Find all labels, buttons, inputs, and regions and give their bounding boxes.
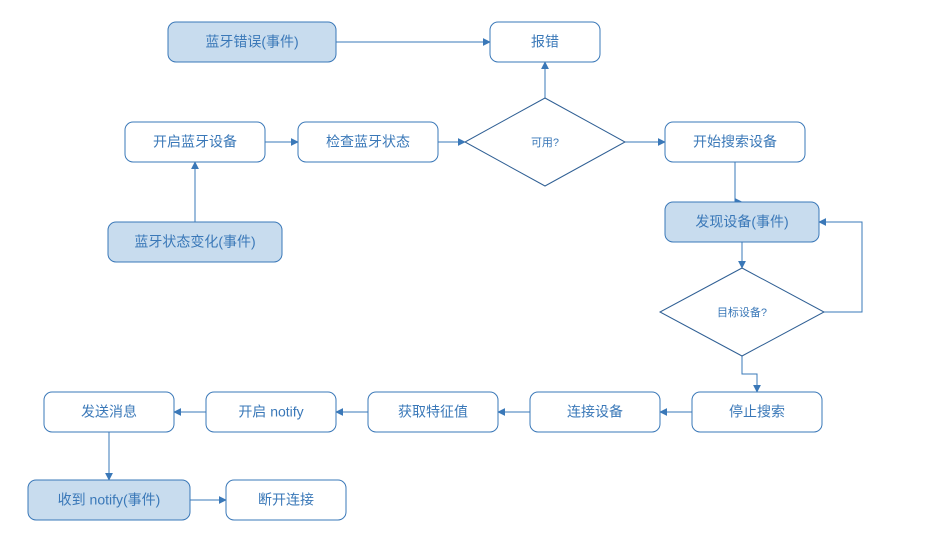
node-label-report_error: 报错 [531, 34, 559, 50]
node-label-disconnect: 断开连接 [258, 492, 314, 508]
node-label-recv_notify: 收到 notify(事件) [58, 492, 161, 508]
node-get_char: 获取特征值 [368, 392, 498, 432]
node-target_dev: 目标设备? [660, 268, 824, 356]
node-stop_search: 停止搜索 [692, 392, 822, 432]
node-label-stop_search: 停止搜索 [729, 404, 785, 420]
node-label-bt_state_chg: 蓝牙状态变化(事件) [134, 234, 255, 250]
node-available: 可用? [465, 98, 625, 186]
node-label-send_msg: 发送消息 [81, 404, 137, 420]
node-label-check_state: 检查蓝牙状态 [326, 134, 410, 150]
node-connect_dev: 连接设备 [530, 392, 660, 432]
node-open_notify: 开启 notify [206, 392, 336, 432]
node-start_search: 开始搜索设备 [665, 122, 805, 162]
node-label-available: 可用? [531, 137, 559, 149]
node-label-open_bt: 开启蓝牙设备 [153, 134, 237, 150]
node-recv_notify: 收到 notify(事件) [28, 480, 190, 520]
flowchart-canvas: 蓝牙错误(事件) 报错开启蓝牙设备 检查蓝牙状态 可用? 开始搜索设备蓝牙状态变化(事件… [0, 0, 934, 560]
node-label-target_dev: 目标设备? [717, 305, 767, 319]
node-open_bt: 开启蓝牙设备 [125, 122, 265, 162]
edge-target_dev-to-found_device [819, 222, 862, 312]
node-bt_error: 蓝牙错误(事件) [168, 22, 336, 62]
node-send_msg: 发送消息 [44, 392, 174, 432]
node-found_device: 发现设备(事件) [665, 202, 819, 242]
node-label-get_char: 获取特征值 [398, 404, 468, 420]
node-bt_state_chg: 蓝牙状态变化(事件) [108, 222, 282, 262]
node-label-open_notify: 开启 notify [238, 404, 303, 420]
node-label-bt_error: 蓝牙错误(事件) [205, 34, 298, 50]
node-disconnect: 断开连接 [226, 480, 346, 520]
node-label-connect_dev: 连接设备 [567, 404, 623, 420]
node-report_error: 报错 [490, 22, 600, 62]
node-label-found_device: 发现设备(事件) [695, 214, 788, 230]
edge-target_dev-to-stop_search [742, 356, 757, 392]
node-label-start_search: 开始搜索设备 [693, 134, 777, 150]
nodes-layer: 蓝牙错误(事件) 报错开启蓝牙设备 检查蓝牙状态 可用? 开始搜索设备蓝牙状态变化(事件… [28, 22, 824, 520]
edge-start_search-to-found_device [735, 162, 742, 202]
node-check_state: 检查蓝牙状态 [298, 122, 438, 162]
